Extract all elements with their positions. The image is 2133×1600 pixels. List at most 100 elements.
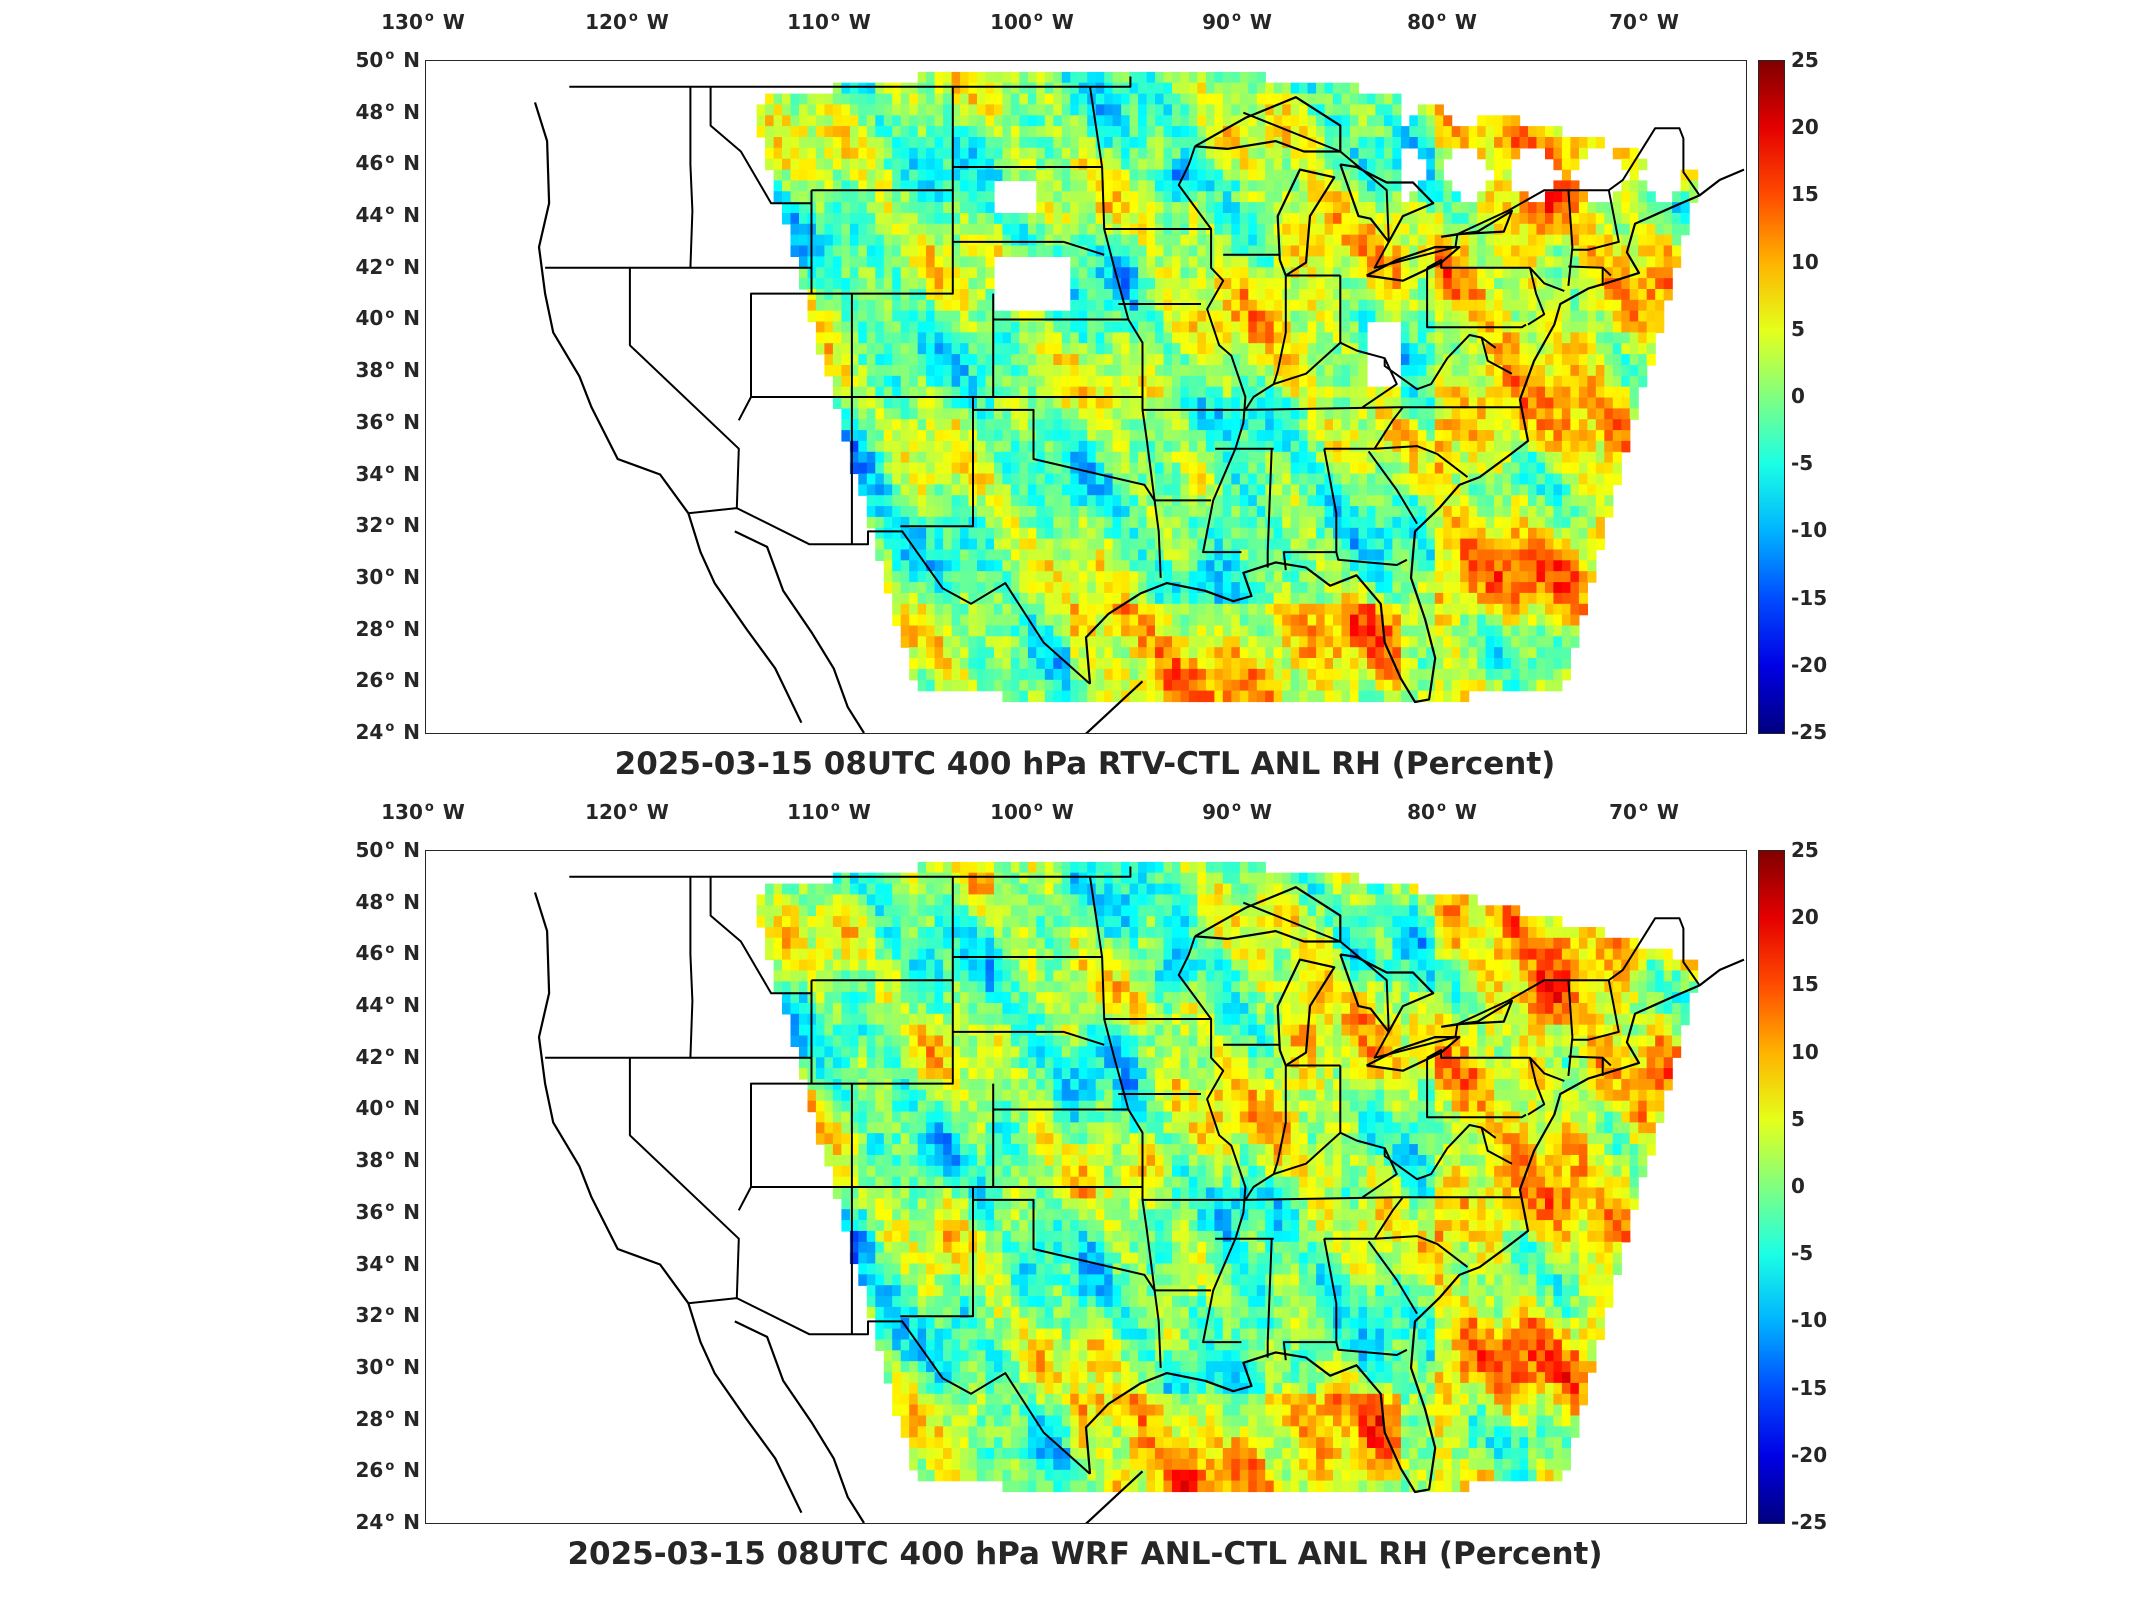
state-border — [569, 76, 1132, 88]
latitude-label: 30 o N — [355, 1354, 420, 1379]
colorbar-tick-label: -25 — [1791, 1510, 1828, 1534]
longitude-label: 90 o W — [1202, 800, 1272, 824]
state-border — [1527, 1057, 1546, 1116]
colorbar-tick-label: 25 — [1791, 838, 1819, 862]
map-boundaries — [533, 866, 1745, 1523]
longitude-label: 70 o W — [1609, 10, 1679, 34]
state-border — [1282, 448, 1338, 571]
state-border — [1324, 445, 1469, 478]
latitude-label: 40 o N — [355, 306, 420, 331]
lake-shore — [1276, 958, 1336, 1067]
state-border — [1567, 190, 1574, 287]
latitude-label: 44 o N — [355, 203, 420, 228]
panel-title: 2025-03-15 08UTC 400 hPa WRF ANL-CTL ANL… — [567, 1536, 1603, 1572]
state-border — [1177, 935, 1247, 1344]
latitude-label: 36 o N — [355, 409, 420, 434]
panel-title: 2025-03-15 08UTC 400 hPa RTV-CTL ANL RH … — [614, 746, 1556, 782]
coastline — [533, 102, 803, 724]
colorbar-tick-label: -5 — [1791, 1241, 1814, 1266]
colorbar-tick-label: 10 — [1791, 1039, 1819, 1064]
state-border — [751, 396, 853, 545]
colorbar — [1758, 850, 1785, 1524]
state-border — [1272, 275, 1287, 385]
map-boundaries — [533, 76, 1745, 733]
state-border — [952, 240, 1105, 256]
lake-shore — [1366, 246, 1461, 282]
latitude-label: 24 o N — [355, 1510, 420, 1534]
state-border — [1243, 901, 1701, 1059]
state-border — [1266, 1238, 1273, 1358]
state-border — [545, 876, 694, 1059]
latitude-label: 38 o N — [355, 358, 420, 383]
map-panel-bottom: 130 o W 120 o W 110 o W 100 o W 90 o W 80 o W 70 o W … — [0, 790, 2133, 1600]
state-border — [1527, 267, 1546, 326]
latitude-label: 26 o N — [355, 668, 420, 693]
coastline — [734, 530, 865, 733]
coastline — [1084, 168, 1745, 704]
state-border — [1480, 336, 1513, 375]
map-frame — [425, 850, 1747, 1524]
longitude-label: 110 o W — [787, 10, 871, 34]
state-border — [1568, 265, 1604, 286]
state-border — [1244, 341, 1341, 411]
lake-shore — [1339, 953, 1435, 1033]
longitude-label: 80 o W — [1407, 10, 1477, 34]
longitude-label: 130 o W — [381, 10, 465, 34]
state-border — [1602, 267, 1612, 277]
latitude-label: 30 o N — [355, 564, 420, 589]
state-border — [1367, 1240, 1418, 1315]
lake-shore — [1194, 96, 1342, 153]
state-border — [1426, 267, 1527, 329]
state-border — [1335, 1341, 1408, 1356]
state-border — [1361, 1147, 1398, 1199]
latitude-label: 34 o N — [355, 461, 420, 486]
latitude-label: 36 o N — [355, 1199, 420, 1224]
rh-field-cells — [756, 71, 1699, 703]
coastline — [533, 892, 803, 1514]
state-border — [1177, 145, 1247, 554]
colorbar-tick-label: -10 — [1791, 518, 1828, 543]
state-border — [952, 1030, 1105, 1046]
rh-difference-map — [533, 71, 1745, 733]
state-border — [973, 1198, 1212, 1292]
state-border — [1361, 357, 1398, 409]
state-border — [737, 980, 813, 1211]
state-border — [1266, 448, 1273, 568]
colorbar-tick-label: -5 — [1791, 451, 1814, 476]
rh-field-cells — [756, 861, 1699, 1493]
longitude-label: 80 o W — [1407, 800, 1477, 824]
coastline — [1085, 680, 1144, 733]
state-border — [1426, 1049, 1565, 1082]
state-border — [850, 293, 995, 398]
latitude-label: 50 o N — [355, 48, 420, 72]
lake-shore — [1194, 886, 1342, 943]
latitude-label: 24 o N — [355, 720, 420, 744]
state-border — [737, 190, 813, 421]
rh-difference-map — [533, 861, 1745, 1523]
state-border — [1373, 406, 1404, 450]
lake-shore — [1276, 168, 1336, 277]
state-border — [628, 1057, 740, 1299]
state-border — [1572, 190, 1620, 251]
latitude-label: 32 o N — [355, 513, 420, 538]
state-border — [688, 1297, 1091, 1475]
longitude-label: 90 o W — [1202, 10, 1272, 34]
colorbar-tick-label: 25 — [1791, 48, 1819, 72]
state-border — [973, 408, 1212, 502]
latitude-label: 46 o N — [355, 941, 420, 966]
colorbar-tick-label: 0 — [1791, 1174, 1805, 1198]
colorbar-tick-label: 0 — [1791, 384, 1805, 408]
longitude-label: 120 o W — [585, 800, 669, 824]
state-border — [569, 866, 1132, 878]
colorbar-tick-label: -10 — [1791, 1308, 1828, 1333]
state-border — [1335, 551, 1408, 566]
coastline — [1084, 958, 1745, 1494]
colorbar-tick-label: 15 — [1791, 972, 1819, 997]
state-border — [709, 86, 812, 205]
state-border — [1244, 1131, 1341, 1201]
latitude-label: 34 o N — [355, 1251, 420, 1276]
longitude-label: 110 o W — [787, 800, 871, 824]
colorbar — [1758, 60, 1785, 734]
colorbar-tick-label: 5 — [1791, 316, 1805, 341]
latitude-label: 26 o N — [355, 1458, 420, 1483]
